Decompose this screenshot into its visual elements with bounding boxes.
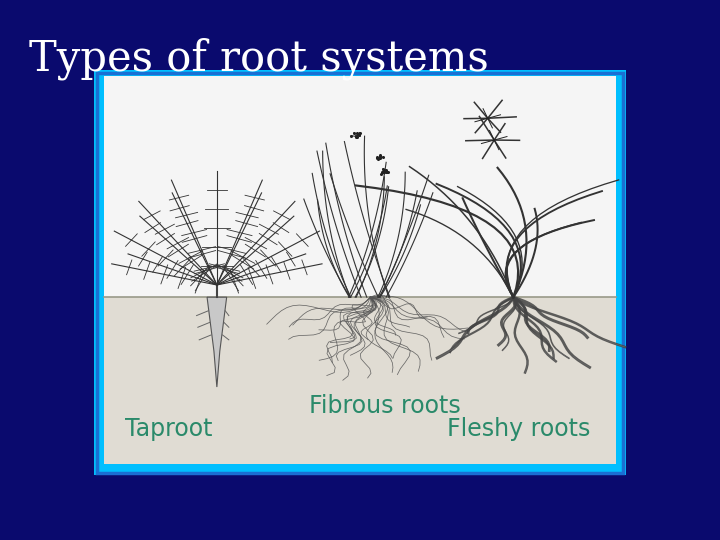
Text: Fleshy roots: Fleshy roots <box>447 417 590 441</box>
FancyBboxPatch shape <box>104 297 616 464</box>
Text: Types of root systems: Types of root systems <box>29 38 489 80</box>
FancyBboxPatch shape <box>104 76 616 464</box>
FancyBboxPatch shape <box>94 70 626 475</box>
Text: Taproot: Taproot <box>125 417 212 441</box>
Polygon shape <box>207 297 227 387</box>
Text: Fibrous roots: Fibrous roots <box>309 394 461 418</box>
